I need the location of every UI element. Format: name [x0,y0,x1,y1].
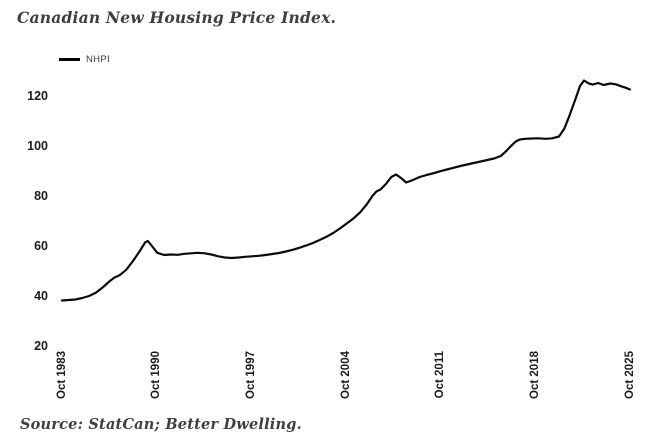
nhpi-line-series [60,79,632,302]
y-tick-label: 120 [27,89,48,103]
y-tick-label: 20 [34,339,48,353]
x-tick-label: Oct 2025 [623,351,636,399]
y-tick-label: 60 [34,239,48,253]
chart-title: Canadian New Housing Price Index. [17,8,337,27]
x-tick-label: Oct 2011 [434,351,447,399]
y-tick-label: 100 [27,139,48,153]
x-tick-label: Oct 2018 [528,351,541,399]
legend: NHPI [59,54,110,65]
x-tick-label: Oct 1990 [150,351,163,399]
legend-label: NHPI [86,54,110,65]
x-tick-label: Oct 1997 [244,351,257,399]
source-note: Source: StatCan; Better Dwelling. [20,416,302,433]
y-tick-label: 40 [34,289,48,303]
y-tick-label: 80 [34,189,48,203]
x-tick-label: Oct 1983 [55,351,68,399]
legend-line-swatch [59,58,80,61]
x-tick-label: Oct 2004 [339,351,352,399]
